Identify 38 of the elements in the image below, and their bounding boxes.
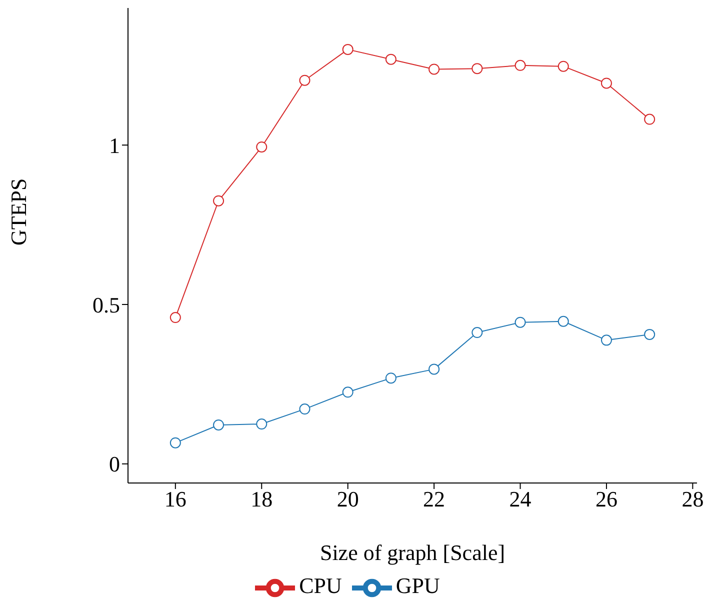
y-tick-label: 0 (109, 452, 120, 477)
x-tick-label: 26 (595, 486, 618, 512)
point (170, 437, 181, 448)
y-tick-label: 1 (109, 132, 120, 158)
point (170, 312, 181, 324)
point (213, 195, 224, 206)
x-axis-title: Size of graph [Scale] (320, 540, 506, 565)
y-axis-title: GTEPS (6, 178, 31, 246)
point (472, 63, 483, 74)
point (299, 404, 310, 415)
point (558, 316, 569, 327)
point (600, 334, 612, 346)
legend-label: CPU (299, 573, 342, 598)
x-tick-label: 22 (423, 486, 446, 512)
point (558, 60, 569, 72)
x-tick-label: 24 (509, 486, 532, 512)
point (428, 364, 440, 375)
point (644, 114, 656, 125)
point (385, 54, 396, 65)
point (600, 78, 612, 89)
point (472, 327, 483, 338)
point (514, 60, 526, 71)
y-tick-label: 0.5 (92, 292, 120, 318)
x-tick-label: 18 (250, 486, 273, 512)
x-tick-label: 28 (682, 486, 704, 512)
point (385, 372, 396, 384)
point (428, 64, 440, 75)
x-tick-label: 20 (336, 486, 359, 512)
point (256, 418, 268, 430)
point (342, 386, 354, 398)
point (342, 44, 354, 55)
point (213, 419, 224, 430)
legend-label: GPU (396, 573, 440, 598)
point (256, 141, 268, 152)
x-tick-label: 16 (164, 486, 186, 512)
point (514, 316, 526, 328)
point (644, 328, 656, 340)
point (299, 74, 310, 86)
